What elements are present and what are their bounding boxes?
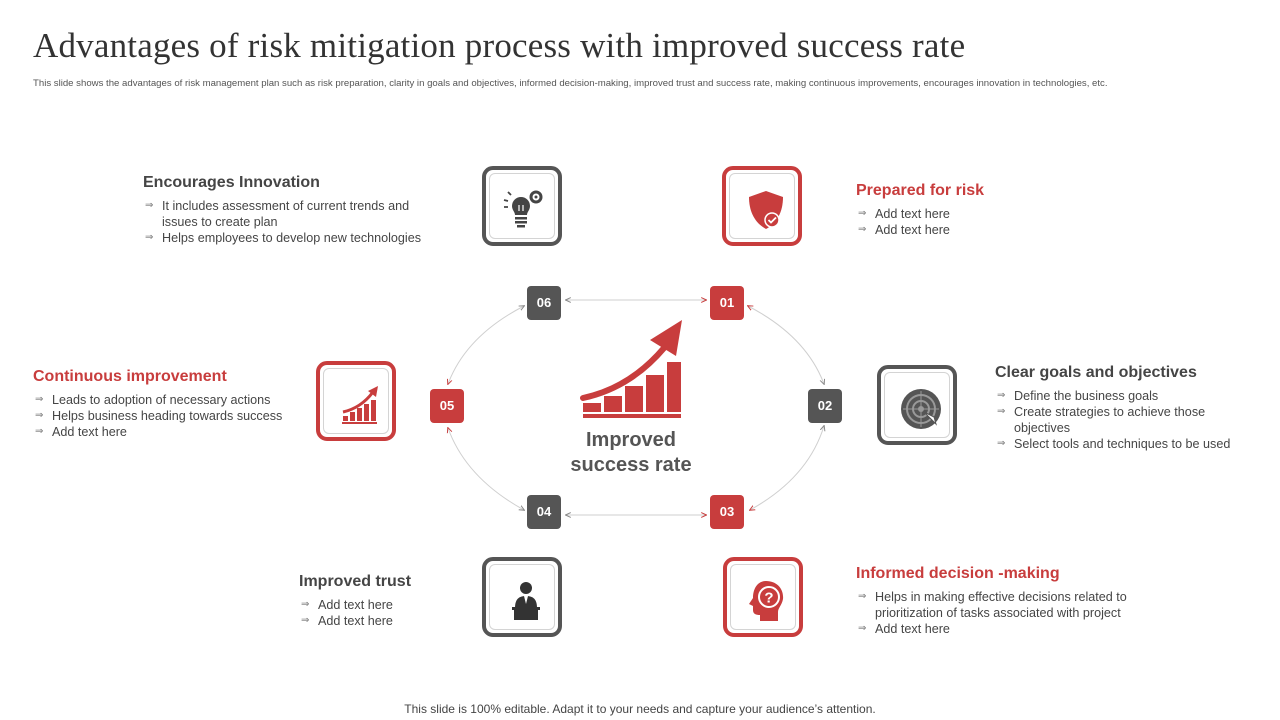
connector-04-05 xyxy=(448,428,524,510)
informed-block: Informed decision -making Helps in makin… xyxy=(856,565,1156,637)
prepared-icon-box xyxy=(722,166,802,246)
innovation-icon-box xyxy=(482,166,562,246)
trust-icon-box xyxy=(482,557,562,637)
badge-01: 01 xyxy=(710,286,744,320)
continuous-block: Continuous improvement Leads to adoption… xyxy=(33,368,308,440)
head-question-icon: ? xyxy=(749,581,784,621)
clear-goals-title: Clear goals and objectives xyxy=(995,364,1197,381)
innovation-point-2: Helps employees to develop new technolog… xyxy=(143,230,443,246)
prepared-point-2: Add text here xyxy=(856,222,1116,238)
prepared-block: Prepared for risk Add text here Add text… xyxy=(856,182,1116,238)
informed-title: Informed decision -making xyxy=(856,565,1060,582)
svg-text:?: ? xyxy=(764,590,773,607)
badge-02: 02 xyxy=(808,389,842,423)
slide-subtitle: This slide shows the advantages of risk … xyxy=(33,78,1108,89)
connector-01-02 xyxy=(748,306,824,384)
footer-note: This slide is 100% editable. Adapt it to… xyxy=(404,702,876,716)
informed-point-1: Helps in making effective decisions rela… xyxy=(856,589,1155,621)
target-icon xyxy=(901,389,941,429)
continuous-point-2: Helps business heading towards success xyxy=(33,408,308,424)
slide-title: Advantages of risk mitigation process wi… xyxy=(33,26,966,65)
innovation-block: Encourages Innovation It includes assess… xyxy=(143,174,443,246)
trust-point-1: Add text here xyxy=(299,597,469,613)
informed-point-2: Add text here xyxy=(856,621,1156,637)
connector-02-03 xyxy=(750,426,824,510)
trust-title: Improved trust xyxy=(299,573,412,590)
continuous-point-3: Add text here xyxy=(33,424,308,440)
connector-05-06 xyxy=(448,306,524,384)
prepared-point-1: Add text here xyxy=(856,206,1116,222)
presenter-podium-icon xyxy=(512,582,540,620)
shield-check-icon xyxy=(749,191,783,229)
clear-goals-point-1: Define the business goals xyxy=(995,388,1255,404)
center-label-line2: success rate xyxy=(570,454,692,476)
badge-03: 03 xyxy=(710,495,744,529)
innovation-title: Encourages Innovation xyxy=(143,174,320,191)
badge-04: 04 xyxy=(527,495,561,529)
badge-05: 05 xyxy=(430,389,464,423)
informed-icon-box: ? xyxy=(723,557,803,637)
growth-chart-graphic xyxy=(580,320,682,418)
continuous-icon-box xyxy=(316,361,396,441)
clear-goals-icon-box xyxy=(877,365,957,445)
clear-goals-point-3: Select tools and techniques to be used xyxy=(995,436,1255,452)
trust-block: Improved trust Add text here Add text he… xyxy=(299,573,469,629)
clear-goals-point-2: Create strategies to achieve those objec… xyxy=(995,404,1229,436)
continuous-point-1: Leads to adoption of necessary actions xyxy=(33,392,308,408)
center-label: Improved success rate xyxy=(551,428,711,478)
clear-goals-block: Clear goals and objectives Define the bu… xyxy=(995,364,1255,452)
badge-06: 06 xyxy=(527,286,561,320)
continuous-title: Continuous improvement xyxy=(33,368,227,385)
growth-chart-icon xyxy=(342,386,378,424)
lightbulb-gear-icon xyxy=(503,190,543,228)
prepared-title: Prepared for risk xyxy=(856,182,985,199)
center-label-line1: Improved xyxy=(585,429,677,451)
innovation-point-1: It includes assessment of current trends… xyxy=(143,198,443,230)
trust-point-2: Add text here xyxy=(299,613,469,629)
